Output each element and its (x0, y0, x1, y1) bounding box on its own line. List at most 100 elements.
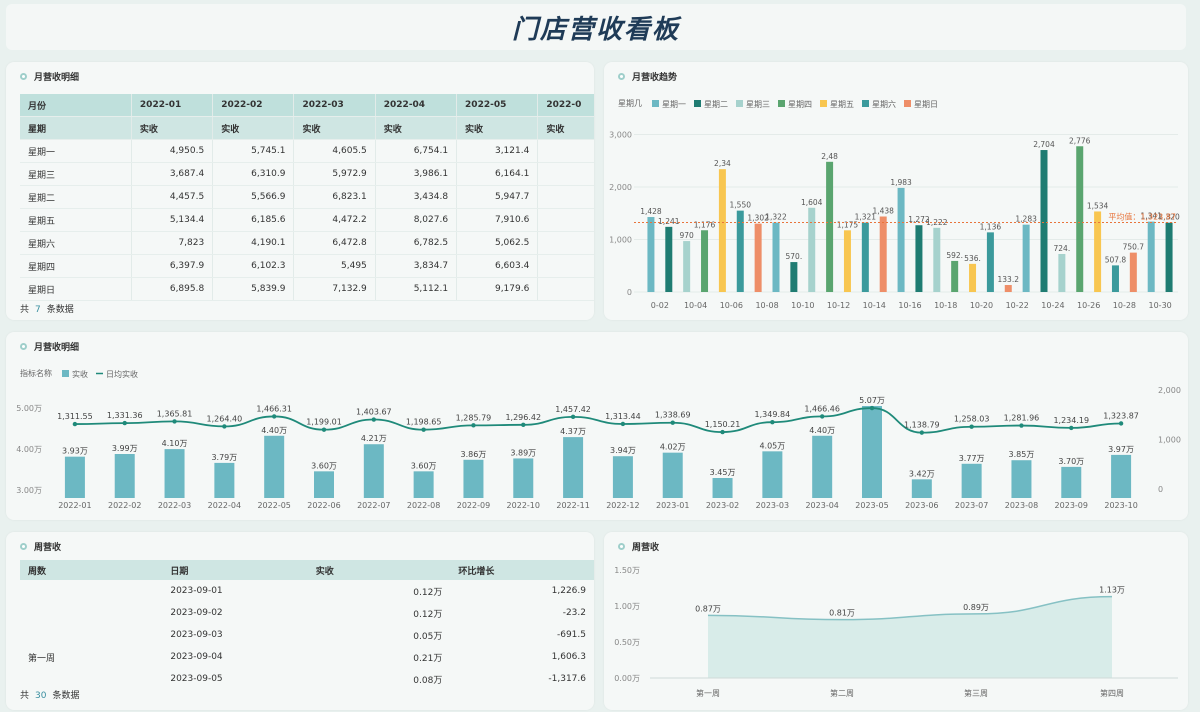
bar (463, 459, 484, 498)
line-label: 1,313.44 (605, 412, 641, 421)
table-row[interactable]: 星期六 7,823 4,190.1 6,472.8 6,782.5 5,062.5 (20, 231, 594, 255)
table-cell: 6,185.6 (212, 208, 294, 232)
bar (363, 444, 384, 498)
column-header: 月份 (20, 94, 132, 117)
bar (1004, 285, 1012, 292)
table-cell: 6,782.5 (374, 231, 457, 255)
table-row[interactable]: 星期三 3,687.4 6,310.9 5,972.9 3,986.1 6,164.1 (20, 162, 594, 186)
bar (1094, 211, 1102, 292)
table-cell: 6,397.9 (130, 254, 213, 278)
x-tick-label: 2022-08 (407, 501, 440, 510)
table-cell: 4,190.1 (212, 231, 294, 255)
column-header: 2022-04 (374, 94, 457, 117)
table-cell: 5,745.1 (212, 139, 294, 163)
table-cell: 6,102.3 (212, 254, 294, 278)
bar-label: 570. (786, 252, 803, 261)
bar-label: 2,776 (1069, 136, 1091, 145)
bar-label: 4.40万 (261, 426, 287, 435)
bar-label: 1,534 (1087, 201, 1109, 210)
line-point (969, 424, 974, 429)
row-label: 星期六 (20, 231, 132, 255)
line-point (172, 419, 177, 424)
table-cell: 7,910.6 (456, 208, 538, 232)
bar (879, 216, 887, 292)
table-cell (20, 602, 162, 624)
table-cell: -1,317.6 (548, 674, 586, 684)
bar (772, 222, 780, 292)
bar-label: 4.40万 (809, 426, 835, 435)
column-header: 2022-01 (130, 94, 213, 117)
table-cell: 6,823.1 (293, 185, 376, 209)
table-cell: 2023-09-01 (170, 586, 223, 596)
table-cell (537, 254, 594, 278)
point-label: 1.13万 (1099, 586, 1125, 595)
area-fill (708, 596, 1112, 678)
x-tick-label: 2023-08 (1005, 501, 1038, 510)
column-header: 实收 (307, 560, 451, 580)
x-tick-label: 2022-10 (507, 501, 540, 510)
bar-label: 1,176 (694, 220, 716, 229)
bar-label: 724. (1054, 244, 1071, 253)
legend-title: 指标名称 (20, 368, 52, 378)
table-cell: 4,457.5 (130, 185, 213, 209)
line-label: 1,258.03 (954, 415, 990, 424)
x-tick-label: 2022-03 (158, 501, 191, 510)
legend-swatch (904, 100, 911, 107)
y-tick-label: 1.50万 (614, 566, 640, 575)
table-cell (537, 185, 594, 209)
bar-label: 1,283 (1015, 215, 1037, 224)
line-label: 1,331.36 (107, 411, 143, 420)
table-row[interactable]: 星期四 6,397.9 6,102.3 5,495 3,834.7 6,603.4 (20, 254, 594, 278)
bar (513, 458, 534, 498)
table-row[interactable]: 第一周 2023-09-04 0.21万 1,606.3 (20, 646, 594, 668)
x-tick-label: 2022-01 (58, 501, 91, 510)
table-row[interactable]: 2023-09-01 0.12万 1,226.9 (20, 580, 594, 602)
table-cell: 5,134.4 (130, 208, 213, 232)
column-header: 实收 (537, 116, 594, 140)
table-row[interactable]: 2023-09-05 0.08万 -1,317.6 (20, 668, 594, 690)
x-tick-label: 10-30 (1149, 301, 1172, 310)
table-cell (537, 208, 594, 232)
line-label: 1,323.87 (1103, 411, 1139, 420)
bar (662, 452, 683, 498)
bar (861, 222, 869, 292)
y-tick-label-right: 1,000 (1158, 436, 1181, 445)
bar-label: 4.05万 (759, 441, 785, 450)
average-label: 平均值：1,323.87 (1108, 211, 1176, 221)
table-row[interactable]: 星期二 4,457.5 5,566.9 6,823.1 3,434.8 5,947.7 (20, 185, 594, 209)
table-footer: 共 30 条数据 (20, 688, 580, 706)
bar-label: 1,175 (837, 220, 859, 229)
bar (164, 449, 185, 498)
line-label: 1,234.19 (1053, 416, 1089, 425)
table-row[interactable]: 2023-09-02 0.12万 -23.2 (20, 602, 594, 624)
line-point (1118, 421, 1124, 426)
x-tick-label: 10-24 (1041, 301, 1064, 310)
x-tick-label: 2023-01 (656, 501, 689, 510)
column-header: 星期 (20, 116, 132, 140)
table-row[interactable]: 2023-09-03 0.05万 -691.5 (20, 624, 594, 646)
x-tick-label: 10-12 (827, 301, 850, 310)
table-row[interactable]: 星期日 6,895.8 5,839.9 7,132.9 5,112.1 9,179.6 (20, 277, 594, 301)
bar (683, 241, 691, 292)
line-point (570, 414, 576, 420)
y-tick-label: 0.50万 (614, 638, 640, 647)
title-dot-icon (20, 543, 27, 550)
x-tick-label: 10-26 (1077, 301, 1100, 310)
table-cell: 6,754.1 (374, 139, 457, 163)
weekly-table-card: 周营收 周数 日期 实收 环比增长 2023-09-01 0.12万 1,226.9 2023… (6, 532, 594, 710)
bar-label: 2,704 (1033, 140, 1055, 149)
line-point (720, 429, 725, 435)
x-tick-label: 第三周 (964, 688, 988, 698)
table-cell: 1,226.9 (551, 586, 586, 596)
table-cell: 4,950.5 (130, 139, 213, 163)
legend-label: 星期二 (704, 100, 728, 109)
bar (1040, 150, 1048, 292)
line-label: 1,285.79 (456, 413, 492, 422)
bar-label: 3.97万 (1108, 445, 1134, 454)
bar-label: 592. (946, 251, 963, 260)
column-header: 2022-0 (537, 94, 594, 117)
table-row[interactable]: 星期五 5,134.4 6,185.6 4,472.2 8,027.6 7,910.6 (20, 208, 594, 232)
table-row[interactable]: 星期一 4,950.5 5,745.1 4,605.5 6,754.1 3,121.4 (20, 139, 594, 163)
table-cell: 第一周 (28, 653, 56, 664)
x-tick-label: 10-08 (755, 301, 778, 310)
